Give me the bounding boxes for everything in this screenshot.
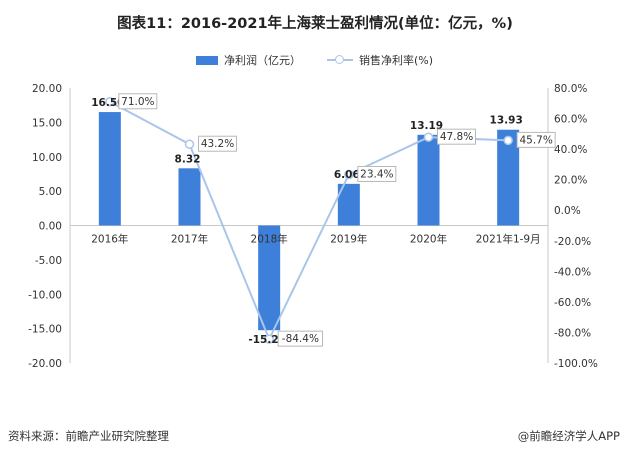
legend-bar-swatch [196,55,218,65]
left-tick-label: -20.00 [28,358,62,370]
point-net-margin [344,169,354,180]
left-tick-label: -10.00 [28,289,62,301]
line-value-label: 45.7% [519,134,552,146]
right-tick-label: 60.0% [554,114,587,126]
line-label-box [198,135,237,152]
x-tick-label: 2021年1-9月 [476,233,541,246]
line-label-box [277,330,324,347]
legend-label-net-profit: 净利润（亿元） [224,54,301,67]
bar-value-label: 13.19 [410,120,443,132]
right-tick-label: -80.0% [554,327,591,339]
point-net-margin [423,132,434,142]
left-tick-label: 0.00 [39,221,62,233]
line-value-label: 43.2% [201,138,234,150]
right-tick-label: -40.0% [554,266,591,278]
left-tick-label: 10.00 [32,152,62,164]
left-tick-label: 5.00 [39,186,62,198]
point-net-margin [184,139,195,149]
legend: 净利润（亿元） 销售净利率(%) [0,52,630,68]
legend-item-net-profit: 净利润（亿元） [196,52,301,68]
legend-label-net-margin: 销售净利率(%) [359,54,434,67]
x-tick-label: 2018年 [251,233,288,246]
left-tick-label: -15.00 [28,324,62,336]
right-tick-label: -20.0% [554,236,591,248]
right-tick-label: 0.0% [554,205,581,217]
bar-net-profit [497,129,520,226]
bar-net-profit [258,225,281,331]
line-value-label: 71.0% [121,96,154,108]
line-label-box [516,131,556,148]
x-tick-label: 2016年 [91,233,128,246]
line-value-label: 23.4% [360,168,393,180]
bar-net-profit [178,168,201,226]
bar-value-label: 8.32 [175,153,201,165]
bar-net-profit [98,112,121,226]
point-net-margin [503,135,513,146]
line-label-box [357,165,397,182]
line-value-label: 47.8% [440,131,473,143]
right-tick-label: 40.0% [554,144,587,156]
left-tick-label: -5.00 [35,255,62,267]
bar-value-label: 13.93 [490,115,523,127]
bar-value-label: -15.23 [248,334,286,346]
x-tick-label: 2017年 [171,233,208,246]
left-tick-label: 15.00 [32,117,62,129]
right-tick-label: -60.0% [554,297,591,309]
bar-net-profit [337,183,360,226]
chart-title: 图表11：2016-2021年上海莱士盈利情况(单位：亿元，%) [117,16,513,32]
legend-line-swatch [327,55,353,65]
x-tick-label: 2020年 [410,233,447,246]
right-tick-label: 80.0% [554,83,587,95]
point-net-margin [264,334,274,344]
right-tick-label: -100.0% [554,358,598,370]
source-note: 资料来源：前瞻产业研究院整理 [8,429,169,443]
bar-value-label: 16.50 [91,97,124,109]
line-value-label: -84.4% [282,333,319,345]
line-label-box [437,128,476,145]
line-label-box [118,93,158,110]
bar-value-label: 6.06 [334,169,360,181]
legend-item-net-margin: 销售净利率(%) [327,52,433,68]
left-tick-label: 20.00 [32,83,62,95]
point-net-margin [105,97,115,107]
right-tick-label: 20.0% [554,175,587,187]
x-tick-label: 2019年 [330,233,367,246]
brand-credit: @前瞻经济学人APP [517,429,620,443]
bar-net-profit [417,134,440,226]
